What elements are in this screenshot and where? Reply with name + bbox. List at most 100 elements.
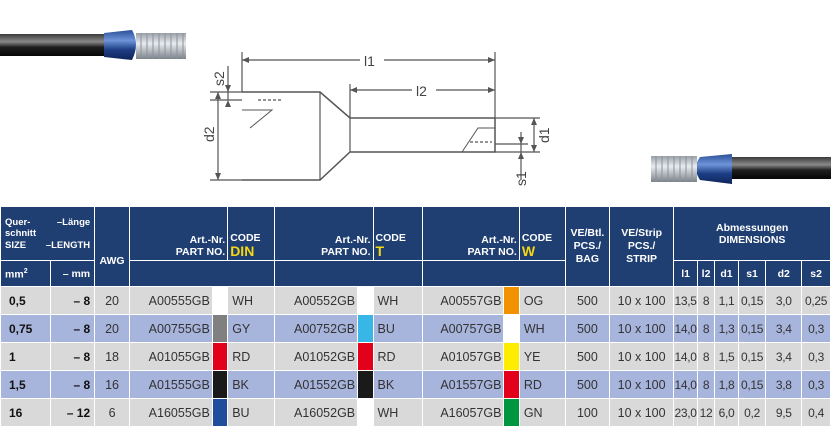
label-l2: l2: [416, 83, 427, 99]
header-unit-mm2-label: mm: [5, 268, 24, 281]
swatch-t: [358, 371, 373, 398]
cell-din-part: A16055GB: [129, 399, 212, 426]
cell-s1: 0,15: [738, 287, 766, 314]
swatch-w: [504, 343, 519, 370]
cell-l1: 14,0: [674, 315, 697, 342]
cell-w-code: RD: [519, 371, 565, 398]
header-strip-de: VE/Strip: [621, 227, 663, 239]
cell-din-part: A01555GB: [129, 371, 212, 398]
swatch-w: [504, 287, 519, 314]
header-unit-mm-label: – mm: [62, 267, 91, 280]
cell-d2: 3,0: [766, 287, 802, 314]
ferrule-photo-bottom: [651, 154, 831, 184]
header-unit-mm2: mm2: [1, 261, 51, 286]
cell-w-part: A01557GB: [422, 371, 504, 398]
cell-din-code: RD: [228, 343, 275, 370]
cell-d1: 1,8: [715, 371, 738, 398]
cell-bag: 100: [565, 399, 609, 426]
cell-w-code: YE: [519, 343, 565, 370]
cell-s1: 0,15: [738, 343, 766, 370]
cell-w-part: A00757GB: [422, 315, 504, 342]
cell-din-part: A00555GB: [129, 287, 212, 314]
dimension-drawing: [210, 52, 540, 181]
swatch-t: [358, 399, 373, 426]
cell-din-part: A01055GB: [129, 343, 212, 370]
swatch-din: [212, 287, 228, 314]
header-din-code: CODE DIN: [228, 207, 275, 260]
header-bag-pcs: PCS./: [573, 240, 602, 252]
cell-l2: 8: [697, 343, 715, 370]
cell-size: 16: [1, 399, 51, 426]
swatch-din: [212, 371, 228, 398]
cell-w-part: A16057GB: [422, 399, 504, 426]
cell-s1: 0,2: [738, 399, 766, 426]
header-awg: AWG: [95, 207, 129, 286]
cell-d2: 9,5: [766, 399, 802, 426]
cell-w-part: A01057GB: [422, 343, 504, 370]
header-dim-l2: l2: [697, 261, 715, 286]
cell-l1: 14,0: [674, 343, 697, 370]
header-dimensions: Abmessungen DIMENSIONS: [674, 207, 830, 260]
cell-t-code: RD: [373, 343, 422, 370]
cell-l1: 13,5: [674, 287, 697, 314]
table-row: 1 – 8 18 A01055GB RD A01052GB RD A01057G…: [1, 343, 830, 370]
header-bag: VE/Btl. PCS./ BAG: [565, 207, 609, 286]
cell-w-code: WH: [519, 315, 565, 342]
swatch-t: [358, 287, 373, 314]
cell-awg: 16: [95, 371, 129, 398]
header-strip-pcs: PCS./: [627, 240, 656, 252]
swatch-din: [212, 315, 228, 342]
header-unit-sup: 2: [23, 268, 28, 276]
header-t-artnr: Art.-Nr.: [334, 234, 371, 246]
cell-l2: 8: [697, 371, 715, 398]
cell-s1: 0,15: [738, 371, 766, 398]
swatch-w: [504, 315, 519, 342]
cell-length: – 12: [51, 399, 95, 426]
header-length-de: –Länge: [56, 216, 91, 228]
swatch-t: [358, 315, 373, 342]
header-strip: VE/Strip PCS./ STRIP: [609, 207, 674, 286]
header-din-code-letter: DIN: [230, 243, 255, 259]
product-figure: l1 l2 s2 d2 d1 s1: [0, 30, 831, 186]
cell-bag: 500: [565, 371, 609, 398]
header-t-part: Art.-Nr. PART NO.: [275, 207, 373, 260]
cell-l1: 14,0: [674, 371, 697, 398]
header-length-en: –LENGTH: [45, 239, 91, 251]
cell-s2: 0,3: [802, 371, 830, 398]
header-w-artnr: Art.-Nr.: [481, 234, 517, 246]
swatch-din: [212, 343, 228, 370]
cell-strip: 10 x 100: [609, 371, 674, 398]
cell-t-part: A00552GB: [275, 287, 358, 314]
swatch-t: [358, 343, 373, 370]
ferrule-spec-table: Quer-schnitt –Länge SIZE –LENGTH AWG Art…: [0, 206, 831, 427]
cell-d1: 1,1: [715, 287, 738, 314]
cell-l2: 8: [697, 287, 715, 314]
cell-bag: 500: [565, 287, 609, 314]
label-s1: s1: [513, 171, 529, 186]
header-dim-s1: s1: [738, 261, 766, 286]
cell-s2: 0,4: [802, 399, 830, 426]
label-d2: d2: [201, 126, 217, 142]
table-row: 0,5 – 8 20 A00555GB WH A00552GB WH A0055…: [1, 287, 830, 314]
cell-d1: 1,3: [715, 315, 738, 342]
label-l1: l1: [364, 53, 375, 69]
cell-awg: 18: [95, 343, 129, 370]
table-row: 1,5 – 8 16 A01555GB BK A01552GB BK A0155…: [1, 371, 830, 398]
header-w-partno: PART NO.: [467, 246, 517, 258]
cell-t-code: WH: [373, 287, 422, 314]
cell-w-code: OG: [519, 287, 565, 314]
cell-l2: 12: [697, 399, 715, 426]
swatch-w: [504, 371, 519, 398]
cell-length: – 8: [51, 287, 95, 314]
header-unit-mm: – mm: [51, 261, 95, 286]
header-dim-d1: d1: [715, 261, 738, 286]
ferrule-photo-top: [0, 30, 186, 60]
cell-s2: 0,3: [802, 343, 830, 370]
cell-bag: 500: [565, 343, 609, 370]
cell-length: – 8: [51, 315, 95, 342]
header-bag-en: BAG: [575, 253, 600, 265]
header-bag-de: VE/Btl.: [570, 227, 605, 239]
cell-d2: 3,4: [766, 315, 802, 342]
cell-t-code: BU: [373, 315, 422, 342]
cell-awg: 20: [95, 287, 129, 314]
